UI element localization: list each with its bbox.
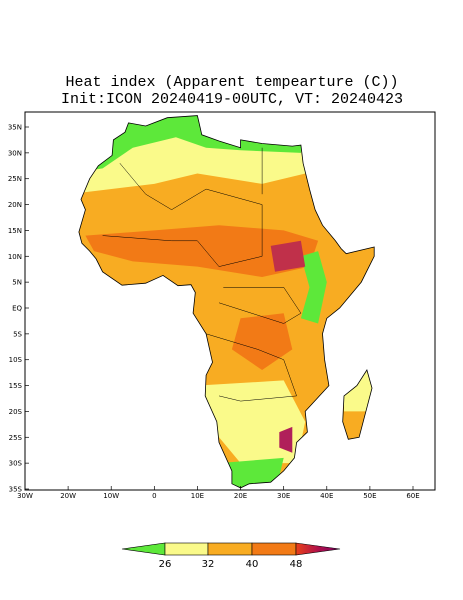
colorbar-label: 40	[246, 559, 259, 570]
field	[231, 313, 293, 370]
field	[197, 380, 306, 464]
lat-label: EQ	[12, 305, 22, 313]
borders	[102, 147, 302, 402]
field	[270, 240, 306, 272]
colorbar-bin	[207, 542, 253, 556]
lon-label: 10W	[103, 492, 119, 500]
colorbar-bin	[164, 542, 209, 556]
lon-label: 10E	[191, 492, 204, 500]
field	[85, 225, 319, 277]
title-line-2: Init:ICON 20240419-00UTC, VT: 20240423	[61, 91, 403, 108]
map-frame	[24, 111, 436, 491]
lon-label: 20E	[234, 492, 247, 500]
colorbar-label: 32	[202, 559, 215, 570]
lat-label: 5S	[13, 330, 22, 338]
axis-ticks: 35N 30N 25N 20N 15N 10N 5N EQ 5S 10S 15S 20S 25S 30S 3…	[8, 124, 420, 501]
lat-label: 15N	[8, 227, 22, 235]
lat-label: 25S	[9, 434, 23, 442]
colorbar-label: 48	[290, 559, 303, 570]
lat-label: 20N	[8, 201, 22, 209]
coastline	[78, 115, 375, 489]
colorbar-bin	[295, 542, 341, 556]
lat-label: 15S	[9, 382, 23, 390]
lat-label: 25N	[8, 175, 22, 183]
lat-label: 20S	[9, 408, 23, 416]
lon-label: 20W	[60, 492, 76, 500]
lon-label: 30W	[17, 492, 33, 500]
lon-label: 40E	[320, 492, 333, 500]
lon-label: 0	[152, 492, 156, 500]
colorbar-label: 26	[159, 559, 172, 570]
colorbar-bin	[251, 542, 297, 556]
title-line-1: Heat index (Apparent tempearture (C))	[65, 74, 398, 91]
lon-label: 50E	[363, 492, 376, 500]
lat-label: 5N	[12, 279, 22, 287]
lon-label: 60E	[406, 492, 419, 500]
lat-label: 10N	[8, 253, 22, 261]
lat-label: 10S	[9, 356, 23, 364]
lat-label: 35S	[9, 486, 23, 494]
colorbar	[121, 542, 341, 556]
lat-label: 30N	[8, 149, 22, 157]
field	[300, 251, 327, 324]
field	[279, 426, 293, 453]
lat-label: 35N	[8, 124, 22, 132]
lon-label: 30E	[277, 492, 290, 500]
lat-label: 30S	[9, 460, 23, 468]
